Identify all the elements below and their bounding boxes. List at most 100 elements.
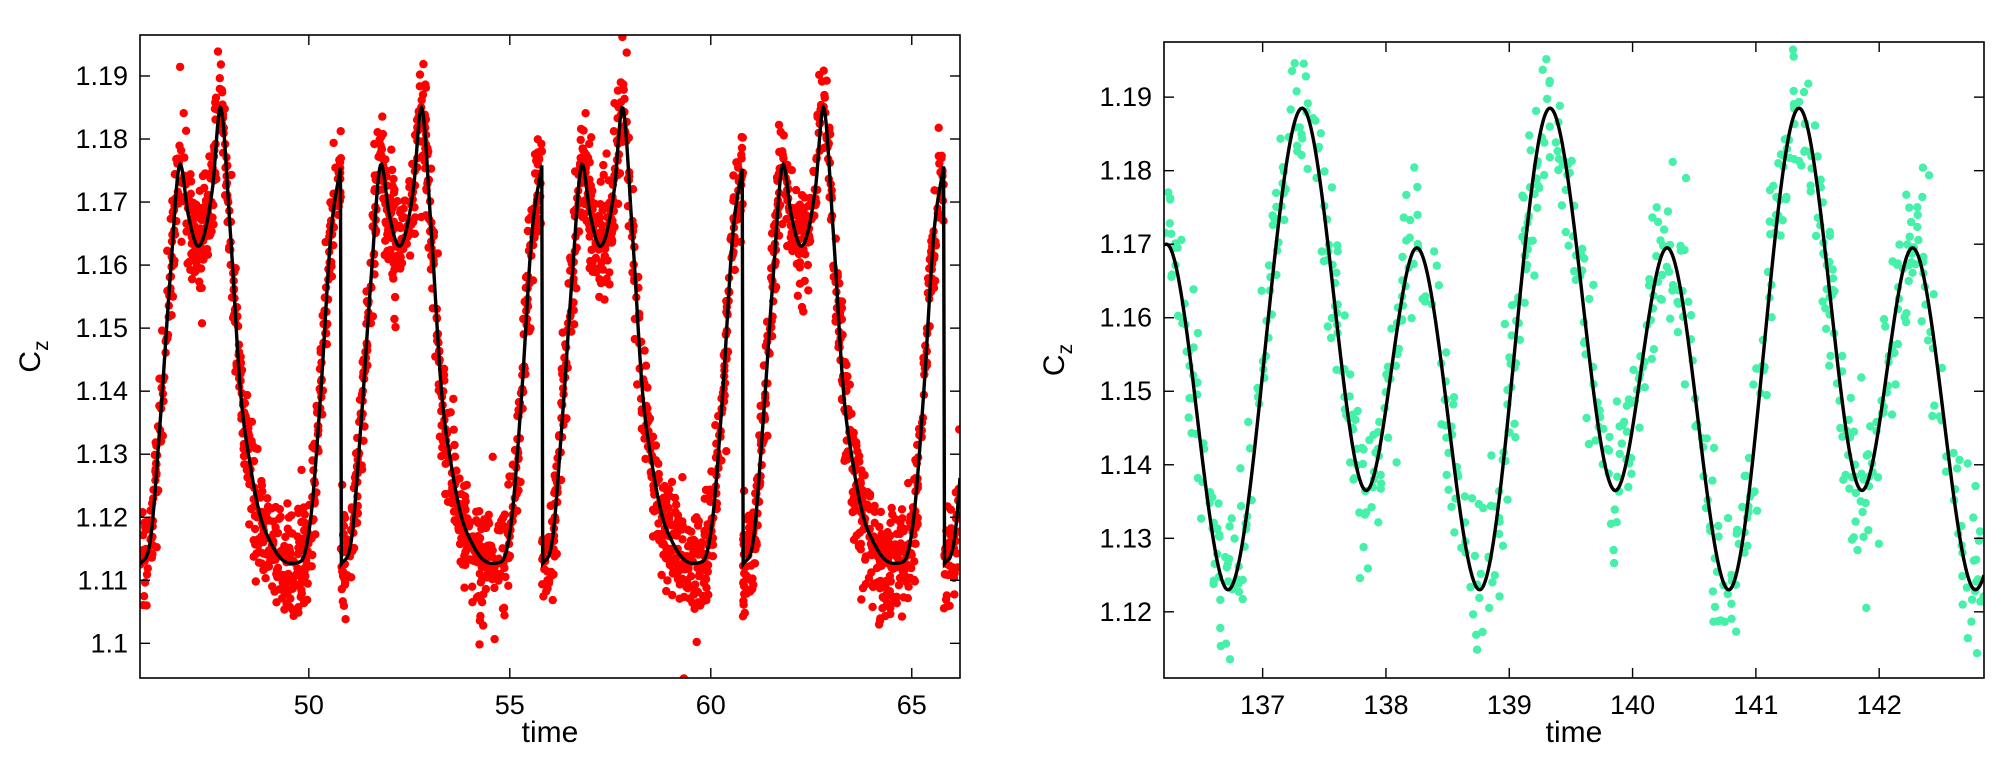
data-point (1236, 502, 1246, 511)
data-point (1538, 65, 1547, 75)
data-point (1227, 514, 1236, 523)
x-tick-label: 138 (1363, 690, 1408, 720)
data-point (1346, 370, 1355, 379)
data-point (143, 516, 152, 526)
data-point (934, 123, 943, 132)
data-point (1429, 247, 1439, 256)
data-point (664, 550, 673, 559)
x-tick-label: 140 (1610, 690, 1655, 720)
data-point (665, 519, 675, 529)
data-point (1924, 171, 1934, 180)
data-point (1167, 272, 1176, 281)
data-point (462, 540, 472, 549)
data-point (616, 78, 625, 87)
data-point (891, 515, 900, 524)
data-point (1708, 476, 1717, 485)
data-point (1374, 518, 1383, 527)
data-point (459, 481, 469, 491)
data-point (299, 526, 309, 535)
data-point (703, 567, 712, 576)
data-point (856, 479, 865, 488)
data-point (1359, 445, 1368, 454)
data-point (1554, 165, 1563, 175)
data-point (1383, 433, 1393, 442)
data-point (1449, 393, 1459, 402)
data-point (1818, 297, 1827, 306)
data-point (504, 581, 513, 590)
data-point (934, 151, 943, 161)
data-point (1290, 59, 1299, 68)
data-point (475, 616, 485, 625)
data-point (684, 525, 693, 535)
data-point (1720, 617, 1729, 626)
data-point (339, 601, 349, 610)
data-point (457, 534, 466, 543)
data-point (389, 174, 398, 184)
data-point (179, 109, 188, 118)
data-point (658, 540, 668, 549)
data-point (880, 594, 889, 603)
data-point (1923, 336, 1933, 345)
data-point (1327, 313, 1337, 323)
data-point (1613, 472, 1622, 481)
y-tick-label: 1.14 (1099, 450, 1152, 480)
data-point (1674, 299, 1683, 308)
data-point (1822, 324, 1831, 333)
y-tick-label: 1.12 (1099, 597, 1152, 627)
data-point (488, 452, 497, 461)
data-point (599, 160, 608, 170)
data-point (692, 637, 701, 647)
data-point (1976, 597, 1984, 606)
data-point (272, 598, 281, 607)
data-point (1826, 351, 1835, 361)
data-point (822, 76, 831, 85)
data-point (167, 311, 176, 320)
data-point (1350, 474, 1359, 483)
data-point (460, 583, 469, 592)
data-point (250, 524, 260, 534)
data-point (441, 489, 450, 499)
data-point (390, 185, 399, 194)
data-point (1485, 603, 1494, 613)
data-point (1810, 121, 1820, 130)
data-point (490, 583, 499, 593)
data-point (619, 85, 628, 94)
data-point (341, 615, 350, 624)
data-point (1615, 449, 1624, 459)
y-axis-label: Cz (1038, 344, 1077, 376)
data-point (1888, 257, 1897, 266)
data-point (1442, 470, 1451, 480)
data-point (1540, 170, 1549, 180)
data-point (275, 585, 284, 594)
data-point (576, 135, 585, 145)
data-point (1399, 213, 1409, 222)
data-point (1292, 141, 1302, 150)
data-point (651, 456, 661, 465)
chart-panel-1: 50 55 60 65 1.1 1.11 1.12 1.13 1.14 1.15 1.16 1.17 1… (14, 34, 961, 749)
data-point (1505, 353, 1514, 362)
data-point (1236, 464, 1245, 473)
data-point (668, 569, 677, 578)
data-point (610, 222, 619, 232)
data-point (294, 504, 303, 513)
data-point (686, 572, 696, 581)
data-point (898, 567, 907, 576)
data-point (665, 492, 674, 501)
data-point (602, 278, 611, 287)
data-point (1741, 471, 1751, 481)
data-point (678, 565, 688, 574)
data-point (1355, 508, 1364, 517)
data-point (481, 584, 491, 594)
data-point (1495, 592, 1504, 601)
data-point (800, 193, 809, 202)
data-point (443, 408, 452, 418)
data-point (176, 146, 186, 155)
data-point (243, 473, 252, 482)
data-point (1585, 294, 1594, 304)
data-point (595, 292, 604, 302)
data-point (675, 594, 684, 603)
x-axis-label: time (1546, 716, 1603, 749)
data-point (911, 539, 920, 548)
data-point (1727, 599, 1736, 608)
